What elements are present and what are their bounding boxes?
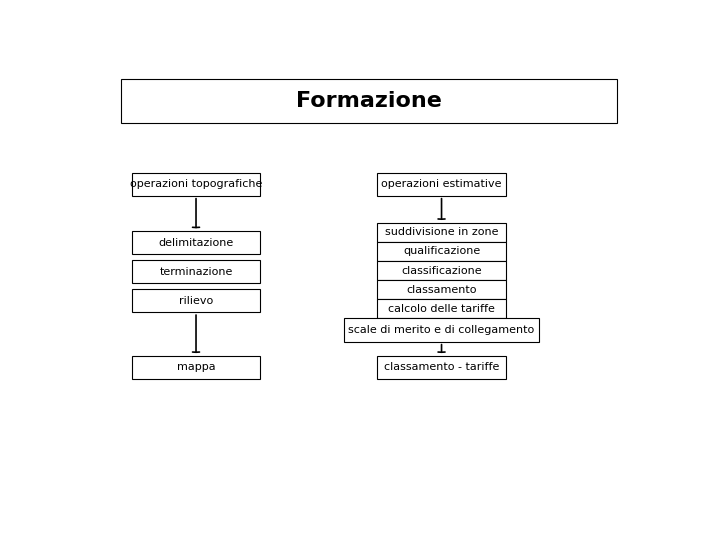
Text: classamento - tariffe: classamento - tariffe [384,362,499,372]
Text: mappa: mappa [176,362,215,372]
Text: classamento: classamento [406,285,477,295]
Text: calcolo delle tariffe: calcolo delle tariffe [388,304,495,314]
Text: qualificazione: qualificazione [403,246,480,256]
Text: Formazione: Formazione [296,91,442,111]
FancyBboxPatch shape [377,299,505,319]
Text: suddivisione in zone: suddivisione in zone [384,227,498,238]
Text: scale di merito e di collegamento: scale di merito e di collegamento [348,325,535,335]
FancyBboxPatch shape [132,356,260,379]
FancyBboxPatch shape [377,242,505,261]
Text: operazioni topografiche: operazioni topografiche [130,179,262,190]
Text: terminazione: terminazione [159,267,233,276]
Text: rilievo: rilievo [179,296,213,306]
Text: classificazione: classificazione [401,266,482,275]
FancyBboxPatch shape [121,79,617,123]
FancyBboxPatch shape [132,173,260,196]
Text: operazioni estimative: operazioni estimative [382,179,502,190]
FancyBboxPatch shape [132,260,260,283]
FancyBboxPatch shape [132,231,260,254]
Text: delimitazione: delimitazione [158,238,234,247]
FancyBboxPatch shape [377,280,505,299]
FancyBboxPatch shape [132,289,260,312]
FancyBboxPatch shape [377,356,505,379]
FancyBboxPatch shape [377,261,505,280]
FancyBboxPatch shape [377,173,505,196]
FancyBboxPatch shape [344,319,539,342]
FancyBboxPatch shape [377,223,505,242]
